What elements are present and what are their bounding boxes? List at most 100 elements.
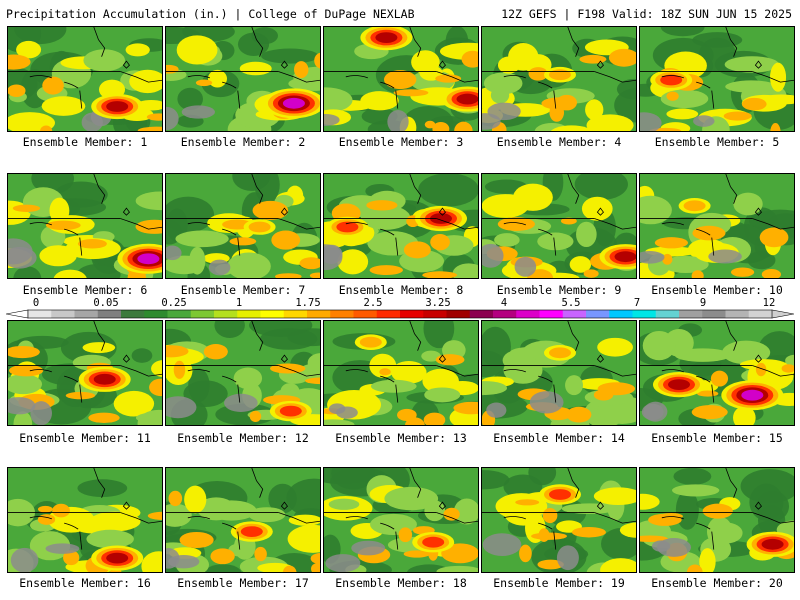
precip-map-16 [8,468,162,572]
colorbar-swatch [748,310,773,318]
ensemble-panel-11 [7,320,163,426]
colorbar-swatch [469,310,494,318]
ensemble-panel-4 [481,26,637,132]
colorbar-swatch [307,310,331,318]
colorbar-swatches [6,309,794,319]
colorbar-swatch [121,310,145,318]
colorbar-tick-label: 2.5 [363,297,383,309]
ensemble-panel-10 [639,173,795,279]
precip-map-12 [166,321,320,425]
ensemble-panel-6 [7,173,163,279]
member-label-11: Ensemble Member: 11 [19,431,151,445]
precip-map-7 [166,174,320,278]
colorbar-swatch [632,310,657,318]
colorbar-tick-label: 0 [32,297,40,309]
colorbar-swatch [260,310,285,318]
ensemble-panel-18 [323,467,479,573]
colorbar-swatch [190,310,215,318]
member-label-6: Ensemble Member: 6 [22,283,148,297]
colorbar-swatch [609,310,633,318]
ensemble-panel-8 [323,173,479,279]
colorbar-tick-label: 7 [633,297,641,309]
precip-map-2 [166,27,320,131]
precip-map-8 [324,174,478,278]
colorbar-swatch [237,310,261,318]
member-label-10: Ensemble Member: 10 [651,283,783,297]
precip-map-20 [640,468,794,572]
ensemble-panel-3 [323,26,479,132]
ensemble-panel-12 [165,320,321,426]
member-label-14: Ensemble Member: 14 [493,431,625,445]
precip-map-6 [8,174,162,278]
member-label-7: Ensemble Member: 7 [180,283,306,297]
member-label-13: Ensemble Member: 13 [335,431,467,445]
ensemble-panel-19 [481,467,637,573]
ensemble-panel-5 [639,26,795,132]
ensemble-panel-2 [165,26,321,132]
precip-map-3 [324,27,478,131]
member-label-17: Ensemble Member: 17 [177,576,309,590]
member-label-18: Ensemble Member: 18 [335,576,467,590]
colorbar-swatch [655,310,680,318]
colorbar-left-arrow [6,309,29,319]
precip-map-17 [166,468,320,572]
colorbar-swatch [74,310,99,318]
colorbar-swatch [144,310,168,318]
precip-map-9 [482,174,636,278]
colorbar-swatch [330,310,354,318]
chart-title: Precipitation Accumulation (in.) | Colle… [6,7,415,21]
colorbar-tick-label: 1.75 [295,297,321,309]
member-label-8: Ensemble Member: 8 [338,283,464,297]
precip-map-14 [482,321,636,425]
colorbar-swatch [51,310,75,318]
member-label-16: Ensemble Member: 16 [19,576,151,590]
ensemble-panel-9 [481,173,637,279]
member-label-3: Ensemble Member: 3 [338,135,464,149]
ensemble-panel-13 [323,320,479,426]
member-label-15: Ensemble Member: 15 [651,431,783,445]
colorbar-swatch [167,310,192,318]
colorbar-tick-label: 9 [699,297,707,309]
run-valid-time: 12Z GEFS | F198 Valid: 18Z SUN JUN 15 20… [501,7,792,21]
member-label-5: Ensemble Member: 5 [654,135,780,149]
colorbar-tick-label: 4 [500,297,508,309]
precip-map-11 [8,321,162,425]
precip-map-4 [482,27,636,131]
colorbar-swatch [493,310,517,318]
precip-map-18 [324,468,478,572]
colorbar-tick-label: 0.05 [93,297,119,309]
colorbar-swatch [376,310,401,318]
colorbar-tick-label: 12 [762,297,776,309]
colorbar-swatch [400,310,424,318]
member-label-20: Ensemble Member: 20 [651,576,783,590]
colorbar-tick-label: 0.25 [161,297,187,309]
colorbar-swatch [446,310,471,318]
ensemble-panel-1 [7,26,163,132]
precip-map-15 [640,321,794,425]
colorbar-swatch [28,310,52,318]
member-label-1: Ensemble Member: 1 [22,135,148,149]
colorbar-swatch [214,310,238,318]
colorbar-tick-label: 3.25 [425,297,451,309]
colorbar-swatch [725,310,750,318]
ensemble-panel-14 [481,320,637,426]
ensemble-panel-20 [639,467,795,573]
precip-map-13 [324,321,478,425]
colorbar-swatch [423,310,447,318]
colorbar-swatch [586,310,610,318]
colorbar-tick-label: 5.5 [561,297,581,309]
ensemble-panel-16 [7,467,163,573]
precip-map-19 [482,468,636,572]
colorbar-swatch [516,310,540,318]
colorbar-swatch [679,310,703,318]
precip-colorbar: 0 0.05 0.25 1 1.75 2.5 3.25 4 5.5 7 9 12 [6,297,794,320]
colorbar-swatch [562,310,587,318]
colorbar-swatch [539,310,564,318]
member-label-4: Ensemble Member: 4 [496,135,622,149]
colorbar-swatch [702,310,726,318]
member-label-2: Ensemble Member: 2 [180,135,306,149]
ensemble-panel-15 [639,320,795,426]
ensemble-panel-17 [165,467,321,573]
colorbar-swatch [283,310,308,318]
colorbar-right-arrow [771,309,794,319]
